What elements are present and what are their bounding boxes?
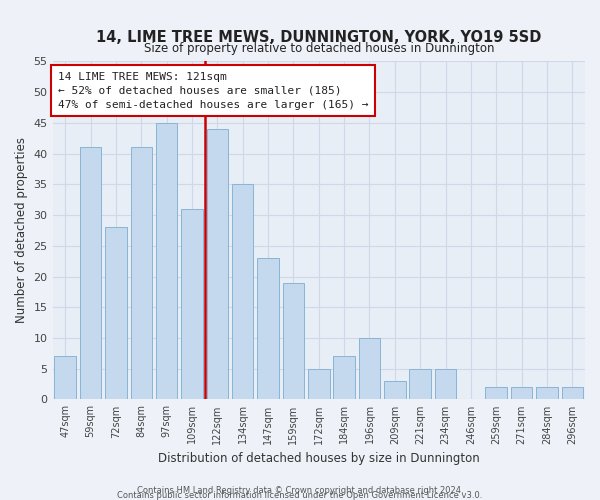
Bar [308, 368, 329, 400]
Bar [181, 209, 203, 400]
Bar [485, 387, 507, 400]
Title: 14, LIME TREE MEWS, DUNNINGTON, YORK, YO19 5SD: 14, LIME TREE MEWS, DUNNINGTON, YORK, YO… [96, 30, 541, 45]
Bar [232, 184, 253, 400]
Bar [384, 381, 406, 400]
Bar [80, 148, 101, 400]
Text: 14 LIME TREE MEWS: 121sqm
← 52% of detached houses are smaller (185)
47% of semi: 14 LIME TREE MEWS: 121sqm ← 52% of detac… [58, 72, 368, 110]
Bar [334, 356, 355, 400]
Text: Contains public sector information licensed under the Open Government Licence v3: Contains public sector information licen… [118, 491, 482, 500]
Bar [409, 368, 431, 400]
Y-axis label: Number of detached properties: Number of detached properties [15, 138, 28, 324]
Bar [283, 282, 304, 400]
Bar [131, 148, 152, 400]
Text: Size of property relative to detached houses in Dunnington: Size of property relative to detached ho… [143, 42, 494, 54]
Bar [105, 228, 127, 400]
Bar [257, 258, 279, 400]
Bar [206, 129, 228, 400]
Bar [536, 387, 558, 400]
Bar [55, 356, 76, 400]
Bar [156, 123, 178, 400]
Text: Contains HM Land Registry data © Crown copyright and database right 2024.: Contains HM Land Registry data © Crown c… [137, 486, 463, 495]
X-axis label: Distribution of detached houses by size in Dunnington: Distribution of detached houses by size … [158, 452, 479, 465]
Bar [435, 368, 457, 400]
Bar [511, 387, 532, 400]
Bar [359, 338, 380, 400]
Bar [562, 387, 583, 400]
